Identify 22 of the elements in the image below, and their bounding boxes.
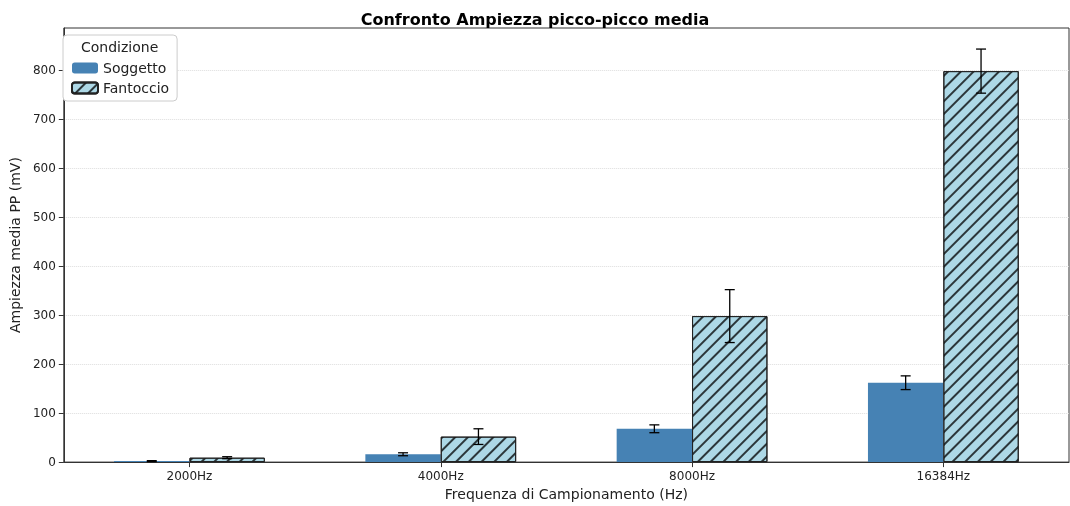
y-axis-title: Ampiezza media PP (mV) — [7, 157, 23, 333]
x-axis-title: Frequenza di Campionamento (Hz) — [444, 486, 688, 502]
x-tick-label: 16384Hz — [916, 469, 971, 484]
y-tick-label: 400 — [32, 259, 56, 274]
y-tick-label: 200 — [32, 357, 56, 372]
x-tick-label: 4000Hz — [417, 469, 464, 484]
bar — [616, 428, 693, 463]
y-tick-label: 100 — [32, 406, 56, 421]
legend-label: Soggetto — [103, 60, 167, 76]
y-tick-label: 300 — [32, 308, 56, 323]
bar — [867, 382, 944, 463]
x-tick-label: 2000Hz — [166, 469, 213, 484]
y-tick-label: 600 — [32, 161, 56, 176]
y-tick-label: 800 — [32, 63, 56, 78]
x-tick-label: 8000Hz — [669, 469, 715, 484]
chart-title: Confronto Ampiezza picco-picco media — [360, 9, 710, 29]
y-tick-label: 500 — [32, 210, 56, 225]
y-tick-label: 700 — [32, 112, 56, 127]
legend-title: Condizione — [81, 39, 159, 55]
bar — [365, 454, 441, 463]
y-tick-label: 0 — [48, 455, 56, 470]
legend-label: Fantoccio — [103, 80, 170, 96]
